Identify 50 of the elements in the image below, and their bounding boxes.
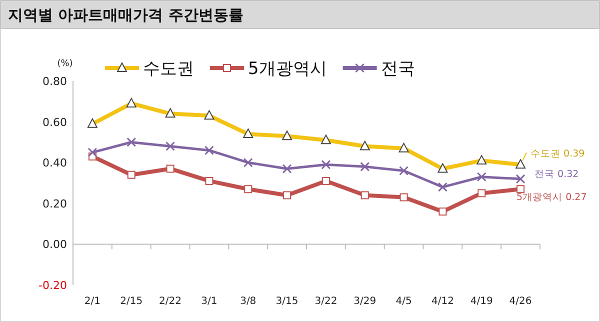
y-tick-label: 0.80 (42, 75, 67, 88)
y-tick-label: -0.20 (38, 279, 67, 292)
point (126, 137, 136, 147)
x-tick-label: 3/1 (201, 296, 218, 307)
y-tick-label: 0.00 (42, 238, 67, 252)
point (360, 191, 369, 200)
y-axis-title: (%) (57, 59, 73, 69)
point (127, 170, 136, 179)
y-tick-label: 0.20 (42, 197, 67, 210)
x-tick-label: 4/12 (431, 296, 454, 307)
point (166, 164, 174, 173)
annotation: 5개광역시 0.27 (516, 192, 587, 204)
y-tick-label: 0.40 (42, 156, 67, 170)
x-tick-label: 3/29 (354, 296, 376, 307)
title-bar: 지역별 아파트매매가격 주간변동률 (0, 0, 600, 29)
legend-label: 전국 (380, 59, 415, 79)
x-tick-label: 3/8 (240, 296, 256, 307)
x-tick-label: 4/19 (470, 296, 493, 307)
point (321, 160, 331, 170)
x-tick-label: 2/1 (84, 296, 101, 307)
point (166, 142, 176, 152)
point (478, 189, 486, 198)
annotation: 전국 0.32 (534, 168, 579, 180)
point (322, 176, 330, 185)
point (282, 164, 292, 174)
point (400, 193, 408, 202)
legend-label: 수도권 (143, 59, 194, 79)
point (283, 191, 292, 200)
point (438, 208, 447, 216)
point (476, 172, 486, 182)
point (399, 166, 409, 176)
point (204, 146, 214, 156)
annotation: 수도권 0.39 (530, 148, 585, 160)
x-tick-label: 3/15 (276, 296, 298, 307)
x-tick-label: 4/26 (509, 296, 532, 307)
point (244, 185, 252, 194)
point (360, 162, 370, 172)
legend-label: 5개광역시 (248, 59, 327, 79)
point (205, 176, 214, 185)
x-tick-label: 2/22 (159, 296, 182, 307)
x-tick-label: 3/22 (314, 296, 338, 307)
chart-title: 지역별 아파트매매가격 주간변동률 (8, 6, 244, 24)
annotation: 수도권 0.39 (522, 148, 585, 162)
x-tick-label: 2/15 (120, 296, 143, 307)
point (88, 148, 98, 158)
point (438, 182, 448, 192)
point (516, 174, 526, 184)
x-tick-label: 4/5 (396, 296, 412, 307)
point (243, 158, 253, 168)
y-tick-label: 0.60 (42, 116, 67, 129)
